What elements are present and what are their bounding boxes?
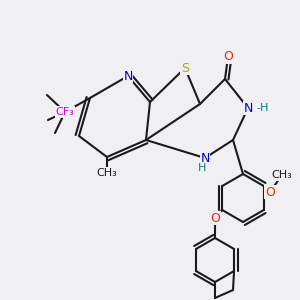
Text: N: N xyxy=(123,70,133,83)
Text: O: O xyxy=(223,50,233,64)
Text: CH₃: CH₃ xyxy=(97,168,117,178)
Text: -H: -H xyxy=(256,103,268,113)
Text: H: H xyxy=(198,163,206,173)
Text: CF₃: CF₃ xyxy=(56,107,74,117)
Text: O: O xyxy=(210,212,220,224)
Text: O: O xyxy=(265,185,275,199)
Text: S: S xyxy=(181,61,189,74)
Text: N: N xyxy=(243,101,253,115)
Text: CH₃: CH₃ xyxy=(272,170,292,180)
Text: N: N xyxy=(200,152,210,164)
